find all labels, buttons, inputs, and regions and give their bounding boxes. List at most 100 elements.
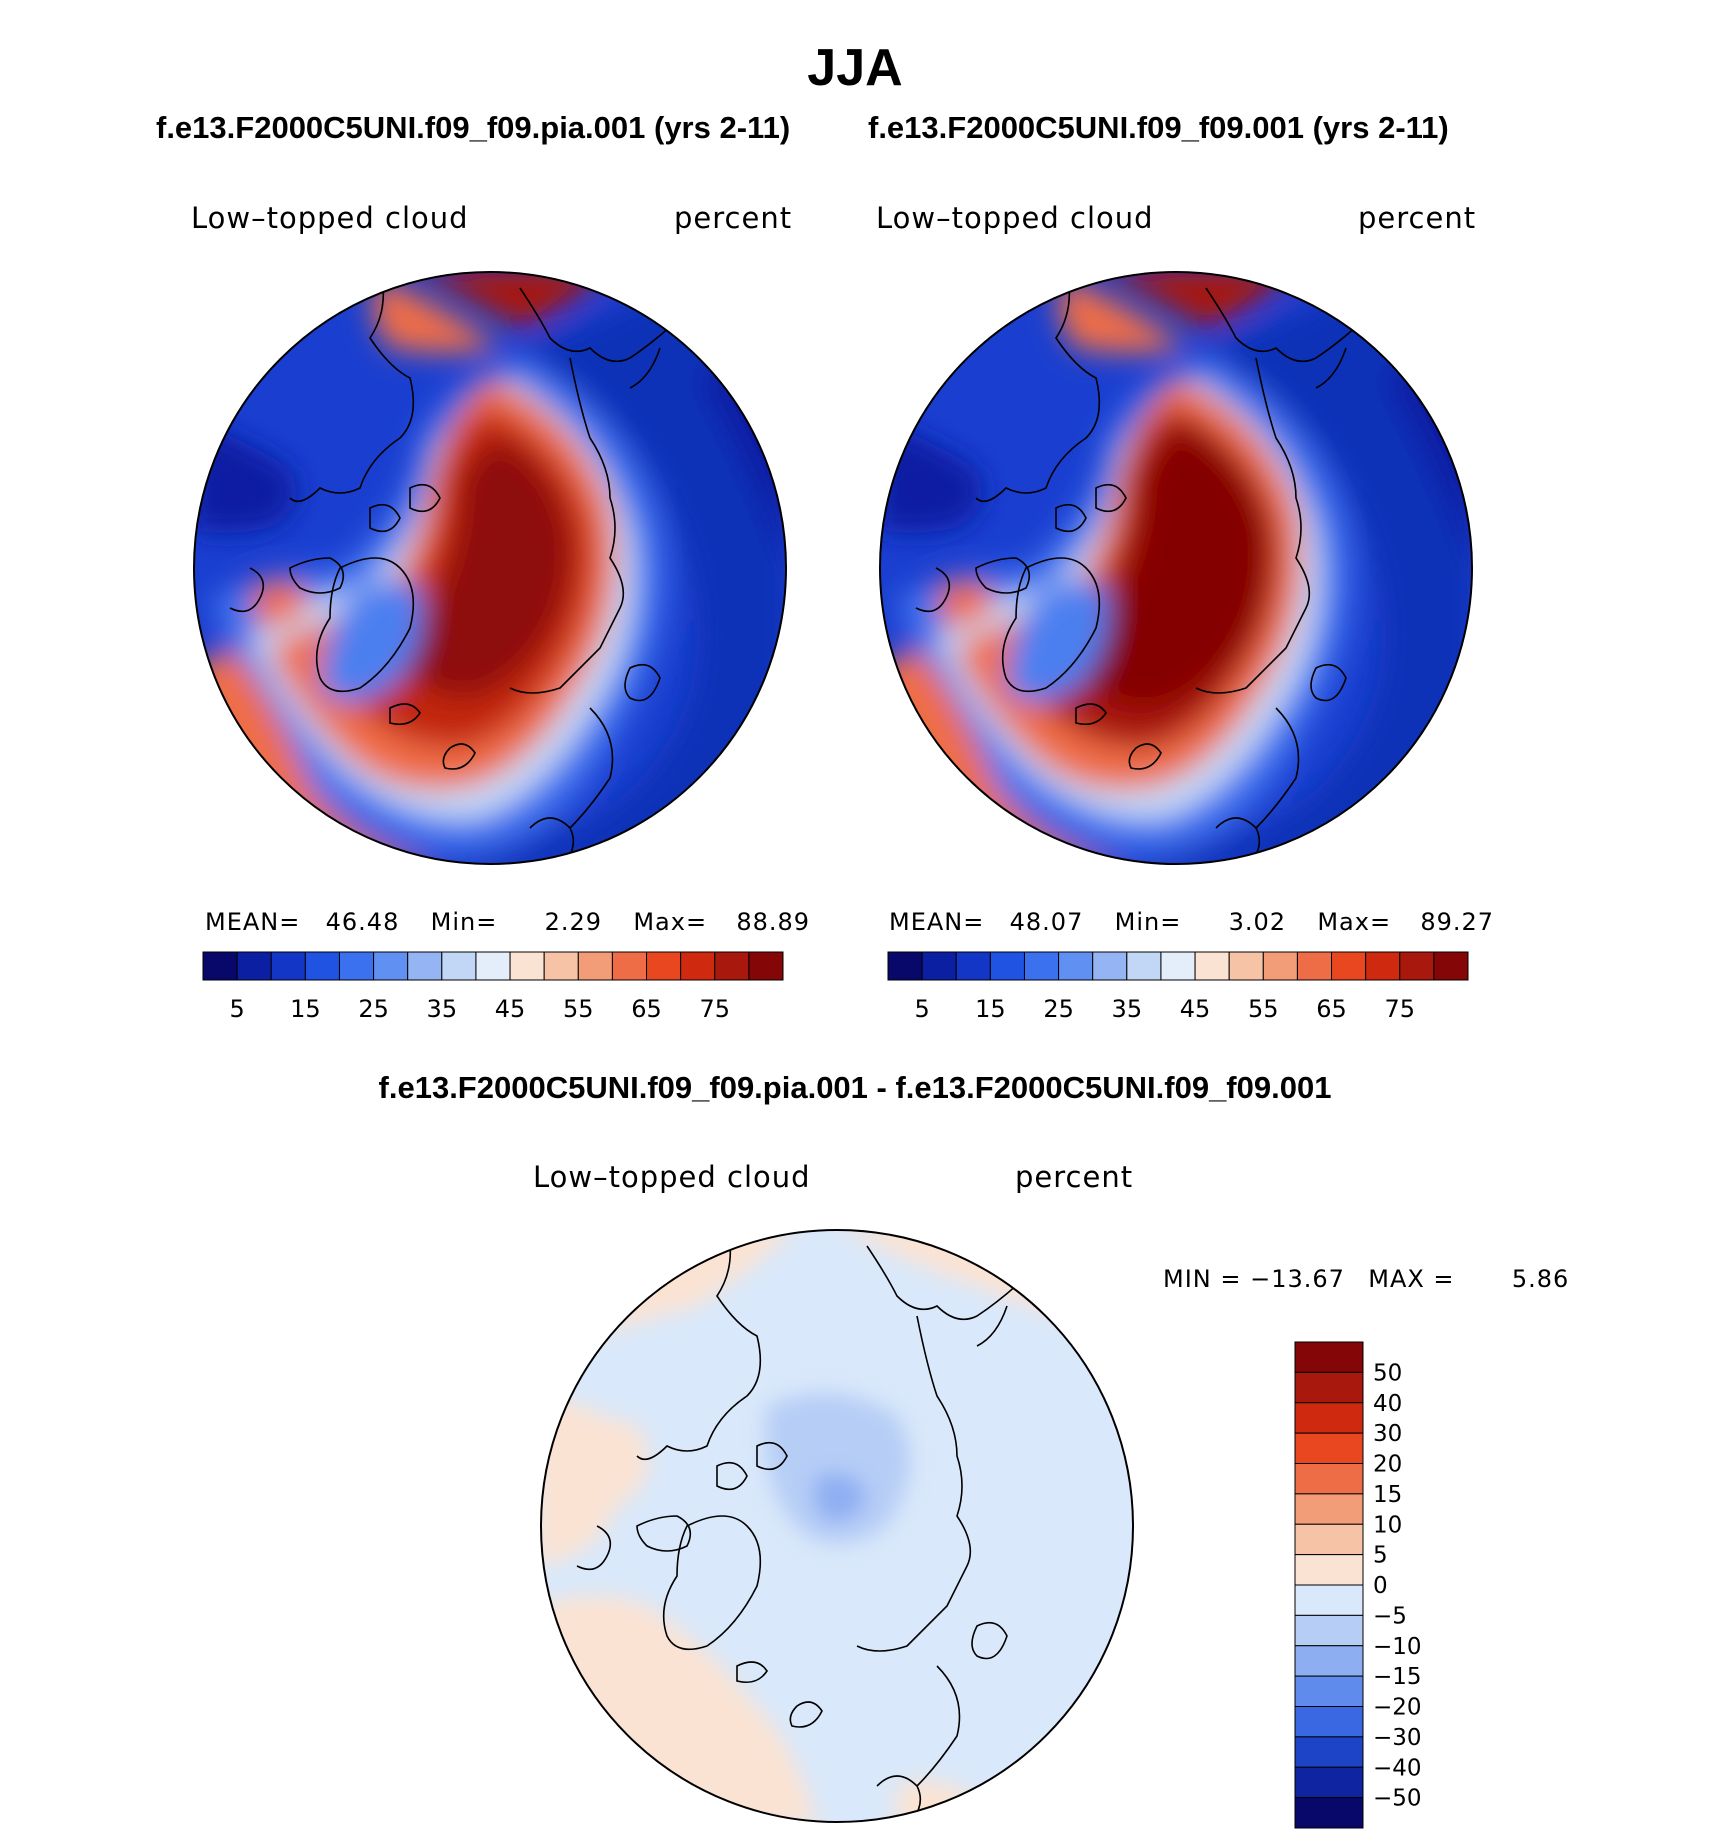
coastlines [229,272,741,864]
panel1-mean-label: MEAN= [205,908,301,936]
diff-units-label: percent [1015,1160,1134,1194]
colorbar1-tick-label: 15 [290,995,321,1020]
colorbar3-swatch-6 [1294,1523,1364,1556]
panel1-min-label: Min= [430,908,498,936]
colorbar2-swatch-8 [1160,951,1196,981]
colorbar2-tick-label: 25 [1043,995,1074,1020]
colorbar2-swatch-7 [1126,951,1162,981]
colorbar2-swatch-16 [1433,951,1469,981]
colorbar2-swatch-11 [1262,951,1298,981]
colorbar2-tick-label: 45 [1180,995,1211,1020]
panel1-variable-label: Low–topped cloud [191,201,469,235]
panel1-units-label: percent [674,201,793,235]
diff-variable-label: Low–topped cloud [533,1160,811,1194]
colorbar3-tick-label: 50 [1373,1360,1402,1386]
panel2-min-label: Min= [1114,908,1182,936]
colorbar3-swatch-3 [1294,1432,1364,1464]
panel2-max-label: Max= [1317,908,1392,936]
diff-title: f.e13.F2000C5UNI.f09_f09.pia.001 - f.e13… [378,1070,1332,1105]
colorbar1-swatch-15 [714,951,750,981]
colorbar3-tick-label: 5 [1373,1543,1388,1569]
colorbar2-swatch-4 [1023,951,1060,981]
colorbar1-tick-label: 45 [495,995,526,1020]
colorbar2-swatch-14 [1365,951,1401,981]
colorbar3-swatch-4 [1294,1463,1364,1495]
diff-max-value: 5.86 [1511,1265,1570,1293]
colorbar1-swatch-4 [338,951,375,981]
colorbar1-swatch-1 [236,951,272,981]
panel2-variable-label: Low–topped cloud [876,201,1154,235]
colorbar3-tick-label: 0 [1373,1573,1388,1599]
diff-map [540,1229,1134,1823]
panel1-min-value: 2.29 [544,908,603,936]
colorbar3-swatch-5 [1294,1493,1364,1525]
colorbar1-swatch-3 [304,951,340,981]
panel2-map [879,271,1473,865]
colorbar2-swatch-2 [955,951,991,981]
colorbar2-swatch-5 [1058,951,1094,981]
colorbar1-swatch-0 [202,951,238,981]
diff-min-label: MIN = [1163,1265,1242,1293]
colorbar3-swatch-12 [1294,1706,1364,1738]
panel2-title: f.e13.F2000C5UNI.f09_f09.001 (yrs 2-11) [868,110,1449,145]
colorbar3-swatch-8 [1294,1584,1364,1616]
colorbar1-swatch-10 [543,951,579,981]
field-deep-blue-east [430,272,786,864]
colorbar3-tick-label: 10 [1373,1512,1402,1538]
colorbar3-tick-label: 30 [1373,1421,1402,1447]
colorbar3-swatch-13 [1294,1736,1364,1768]
panel1-title: f.e13.F2000C5UNI.f09_f09.pia.001 (yrs 2-… [156,110,791,145]
colorbar3-tick-label: −10 [1373,1634,1422,1660]
panel2-min-value: 3.02 [1228,908,1287,936]
colorbar2-tick-label: 65 [1316,995,1347,1020]
colorbar2-swatch-0 [887,951,923,981]
colorbar3-swatch-2 [1294,1402,1364,1434]
field-dark-red [400,438,571,698]
colorbar3-swatch-1 [1294,1371,1364,1404]
colorbar2-swatch-13 [1331,951,1367,981]
colorbar2-swatch-6 [1092,951,1128,981]
panel2-mean-value: 48.07 [1009,908,1084,936]
colorbar3-tick-label: −15 [1373,1664,1422,1690]
colorbar3-tick-label: −40 [1373,1755,1422,1781]
diff-min-value: −13.67 [1250,1265,1345,1293]
panel2-units-label: percent [1358,201,1477,235]
diff-max-label: MAX = [1368,1265,1455,1293]
colorbar2-tick-label: 15 [975,995,1006,1020]
colorbar3-tick-label: 15 [1373,1482,1402,1508]
colorbar1-tick-label: 65 [631,995,662,1020]
colorbar2-tick-label: 5 [914,995,929,1020]
colorbar2-swatch-10 [1228,951,1264,981]
panel1-max-label: Max= [633,908,708,936]
colorbar1-swatch-5 [373,951,409,981]
colorbar1-tick-label: 75 [699,995,730,1020]
colorbar1-tick-label: 25 [358,995,389,1020]
colorbar2-swatch-15 [1399,951,1435,981]
colorbar1-tick-label: 5 [229,995,244,1020]
field-greenland-blue [320,580,422,703]
figure-title: JJA [807,39,903,97]
colorbar1-swatch-2 [270,951,306,981]
panel2-max-value: 89.27 [1420,908,1495,936]
colorbar3-tick-label: −5 [1373,1603,1407,1629]
colorbar1-swatch-12 [611,951,648,981]
colorbar1-swatch-16 [748,951,784,981]
colorbar1-tick-label: 35 [427,995,458,1020]
map-border [193,271,787,865]
colorbar1-swatch-6 [407,951,443,981]
colorbar3-swatch-10 [1294,1645,1364,1677]
colorbar1-swatch-11 [577,951,613,981]
colorbar3-swatch-11 [1294,1675,1364,1707]
colorbar1-swatch-7 [441,951,477,981]
colorbar3-tick-label: 20 [1373,1452,1402,1478]
panel1-colorbar: 5 15 25 35 45 55 65 75 [202,951,784,1020]
panel2-mean-label: MEAN= [889,908,985,936]
colorbar3-tick-label: −50 [1373,1786,1422,1812]
colorbar1-swatch-9 [509,951,545,981]
colorbar1-swatch-13 [646,951,682,981]
colorbar2-swatch-12 [1296,951,1333,981]
colorbar3-swatch-15 [1294,1797,1364,1829]
panel2-colorbar: 5 15 25 35 45 55 65 75 [887,951,1469,1020]
colorbar2-tick-label: 75 [1384,995,1415,1020]
